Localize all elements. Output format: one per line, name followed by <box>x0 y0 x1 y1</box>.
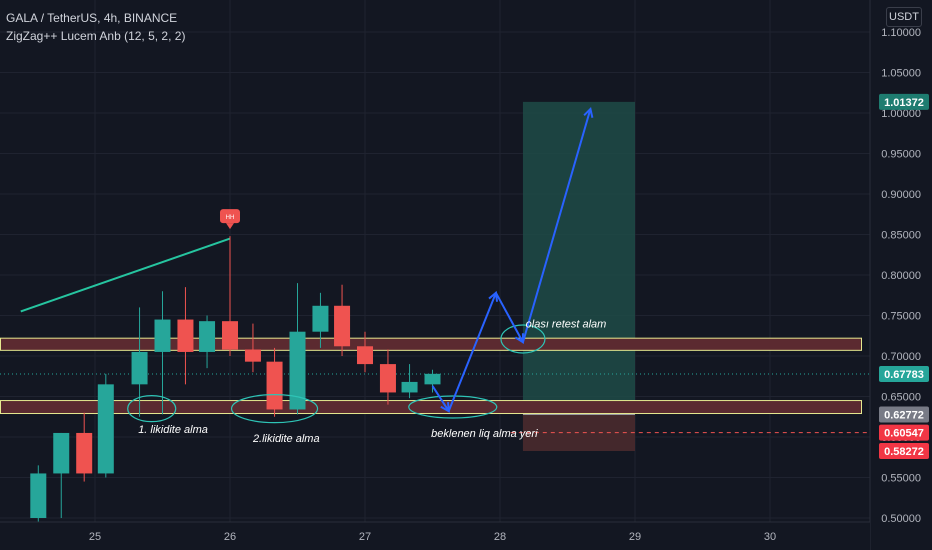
hh-marker-pointer <box>226 223 234 230</box>
x-tick-label: 30 <box>764 531 776 543</box>
candle[interactable] <box>177 319 194 352</box>
candle[interactable] <box>379 364 396 393</box>
candle[interactable] <box>222 321 238 350</box>
y-tick-label: 0.80000 <box>881 270 921 282</box>
ellipse-3[interactable] <box>408 395 498 419</box>
y-tick-label: 0.50000 <box>881 513 921 525</box>
annotation-beklenen[interactable]: beklenen liq alma yeri <box>431 428 538 440</box>
y-tick-label: 0.55000 <box>881 473 921 485</box>
x-tick-label: 27 <box>359 531 371 543</box>
y-tick-label: 0.65000 <box>881 392 921 404</box>
hh-marker[interactable] <box>220 209 240 224</box>
candle[interactable] <box>97 384 114 474</box>
upper-zone[interactable] <box>0 337 862 351</box>
currency-unit-button[interactable]: USDT <box>886 7 922 27</box>
ellipse-4[interactable] <box>500 324 546 354</box>
y-tick-label: 0.90000 <box>881 189 921 201</box>
target-profit-zone[interactable] <box>522 101 635 415</box>
price-label-target[interactable] <box>879 93 929 110</box>
projection-arrowhead <box>488 290 499 302</box>
candle[interactable] <box>424 373 441 385</box>
y-tick-label: 1.05000 <box>881 68 921 80</box>
price-label-stop[interactable] <box>879 442 929 459</box>
y-tick-label: 0.75000 <box>881 311 921 323</box>
price-label-liq-text: 0.60547 <box>884 428 924 440</box>
x-tick-label: 26 <box>224 531 236 543</box>
candle[interactable] <box>76 432 93 474</box>
ellipse-1[interactable] <box>127 395 177 423</box>
candle[interactable] <box>289 331 306 410</box>
price-label-current-text: 0.67783 <box>884 369 924 381</box>
x-tick-label: 29 <box>629 531 641 543</box>
ellipse-2[interactable] <box>230 394 319 424</box>
y-tick-label: 0.95000 <box>881 149 921 161</box>
zigzag-line[interactable] <box>20 237 231 313</box>
time-axis[interactable] <box>0 522 870 550</box>
candle[interactable] <box>199 321 216 352</box>
price-label-liq[interactable] <box>879 424 929 441</box>
candle[interactable] <box>244 349 261 362</box>
projection-arrowhead <box>583 106 594 118</box>
candle[interactable] <box>30 473 47 518</box>
hh-marker-label: HH <box>226 215 235 221</box>
y-tick-label: 0.85000 <box>881 230 921 242</box>
price-label-entry-text: 0.62772 <box>884 410 924 422</box>
x-tick-label: 25 <box>89 531 101 543</box>
lower-zone[interactable] <box>0 400 862 415</box>
candle[interactable] <box>131 351 148 385</box>
price-label-entry[interactable] <box>879 406 929 423</box>
y-tick-label: 0.70000 <box>881 351 921 363</box>
candle[interactable] <box>53 432 70 474</box>
price-label-stop-text: 0.58272 <box>884 446 924 458</box>
y-tick-label: 1.00000 <box>881 108 921 120</box>
symbol-title[interactable]: GALA / TetherUS, 4h, BINANCE <box>6 11 178 25</box>
candle[interactable] <box>401 381 418 393</box>
indicator-title[interactable]: ZigZag++ Lucem Anb (12, 5, 2, 2) <box>6 29 186 43</box>
candle[interactable] <box>312 305 329 332</box>
candle[interactable] <box>357 346 373 365</box>
projection-arrowhead <box>440 402 450 413</box>
candle[interactable] <box>154 319 171 352</box>
x-tick-label: 28 <box>494 531 506 543</box>
price-label-target-text: 1.01372 <box>884 97 924 109</box>
y-tick-label: 1.10000 <box>881 27 921 39</box>
annotation-retest[interactable]: olası retest alam <box>526 319 607 331</box>
annotation-likidite-2[interactable]: 2.likidite alma <box>252 433 320 445</box>
projection-arrowhead <box>514 333 524 345</box>
candle[interactable] <box>334 305 351 347</box>
chart-legend: GALA / TetherUS, 4h, BINANCE ZigZag++ Lu… <box>6 9 185 45</box>
candle[interactable] <box>266 361 283 410</box>
price-label-current[interactable] <box>879 365 929 382</box>
annotation-likidite-1[interactable]: 1. likidite alma <box>138 424 208 436</box>
